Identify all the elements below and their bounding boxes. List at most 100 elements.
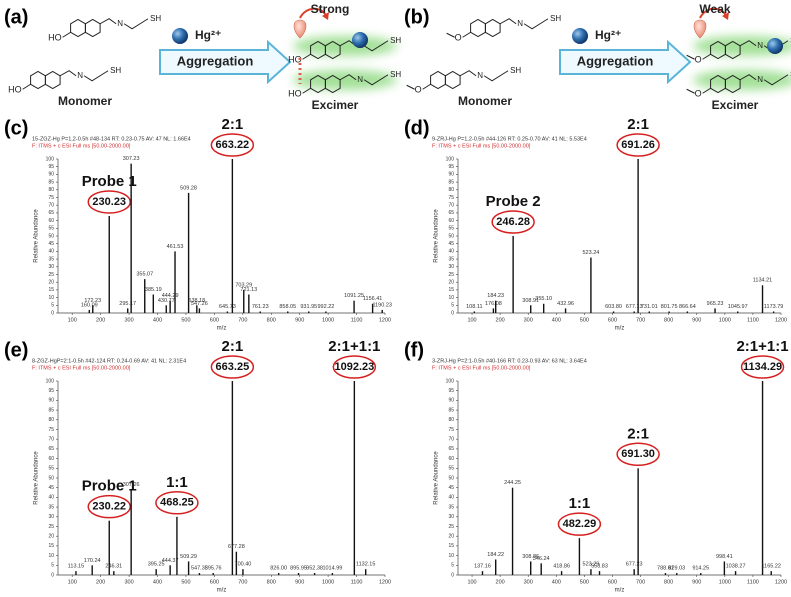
ring xyxy=(84,18,101,38)
y-tick-label: 0 xyxy=(51,310,54,316)
peak-annotation: 2:1 xyxy=(222,116,244,133)
monomer-label: Monomer xyxy=(58,94,112,108)
bond xyxy=(59,70,77,77)
bond xyxy=(763,74,789,86)
peak-highlight xyxy=(155,491,199,515)
bond xyxy=(62,31,71,38)
y-tick-label: 90 xyxy=(448,398,454,404)
peak-label: 1014.99 xyxy=(322,566,342,572)
y-tick-label: 100 xyxy=(46,378,55,384)
peak-highlight xyxy=(616,133,660,157)
peak-label: 184.23 xyxy=(487,293,504,299)
peak-label: 430.77 xyxy=(158,298,175,304)
peak-annotation: Probe 1 xyxy=(82,173,137,190)
y-tick-label: 95 xyxy=(448,164,454,170)
ring xyxy=(470,18,486,38)
atom-label: SH xyxy=(390,70,401,79)
y-tick-label: 55 xyxy=(448,466,454,472)
peak-label: 230.23 xyxy=(92,196,126,208)
y-tick-label: 5 xyxy=(451,303,454,309)
y-tick-label: 25 xyxy=(48,272,54,278)
y-axis-label: Relative Abundance xyxy=(34,451,40,505)
bond xyxy=(363,74,389,86)
peak-label: 677.13 xyxy=(626,304,643,310)
peak-label: 355.07 xyxy=(136,272,153,278)
y-tick-label: 75 xyxy=(448,427,454,433)
peak-label: 307.26 xyxy=(123,482,140,488)
peak-highlight xyxy=(616,442,660,467)
x-tick-label: 600 xyxy=(210,317,219,323)
peak-label: 829.03 xyxy=(668,566,685,572)
y-tick-label: 60 xyxy=(448,218,454,224)
peak-label: 645.73 xyxy=(219,304,236,310)
y-tick-label: 40 xyxy=(48,249,54,255)
reaction-scheme: (a) HO N SH HO N SH Monomer Hg²⁺ Aggregation HO N SH… xyxy=(4,2,401,112)
peak-label: 432.96 xyxy=(557,301,574,307)
y-tick-label: 0 xyxy=(51,572,54,578)
y-tick-label: 30 xyxy=(48,514,54,520)
y-tick-label: 75 xyxy=(48,195,54,201)
x-tick-label: 900 xyxy=(692,579,701,585)
x-tick-label: 100 xyxy=(467,317,476,323)
peak-label: 1092.23 xyxy=(334,361,374,373)
peak-label: 1134.21 xyxy=(753,278,772,284)
peak-label: 308.86 xyxy=(522,554,539,560)
panel-label: (a) xyxy=(4,6,28,28)
peak-label: 1165.22 xyxy=(761,564,780,570)
y-tick-label: 45 xyxy=(448,241,454,247)
peak-label: 172.23 xyxy=(84,298,101,304)
peak-annotation: 2:1 xyxy=(222,338,244,355)
peak-label: 603.80 xyxy=(605,304,622,310)
arrow-head xyxy=(722,12,729,20)
x-axis-label: m/z xyxy=(615,326,625,332)
bond xyxy=(459,70,477,77)
peak-label: 385.19 xyxy=(145,287,162,293)
atom-label: N xyxy=(77,71,83,80)
y-axis-label: Relative Abundance xyxy=(34,209,40,263)
peak-label: 308.91 xyxy=(522,298,539,304)
y-tick-label: 0 xyxy=(451,572,454,578)
peak-label: 1190.23 xyxy=(372,302,391,308)
peak-label: 509.29 xyxy=(180,554,197,560)
peak-label: 1173.79 xyxy=(764,304,783,310)
peak-label: 895.95 xyxy=(290,566,307,572)
atom-label: O xyxy=(455,33,462,43)
atom-label: O xyxy=(415,85,422,95)
x-tick-label: 300 xyxy=(524,579,533,585)
peak-label: 170.24 xyxy=(84,558,101,564)
peak-label: 691.26 xyxy=(621,139,655,151)
peak-annotation: 1:1 xyxy=(569,495,591,512)
y-tick-label: 20 xyxy=(448,534,454,540)
x-tick-label: 700 xyxy=(636,317,645,323)
y-tick-label: 95 xyxy=(48,164,54,170)
peak-label: 931.95 xyxy=(300,304,317,310)
excimer-label: Excimer xyxy=(712,98,759,112)
peak-label: 523.24 xyxy=(583,250,600,256)
peak-label: 691.30 xyxy=(621,448,655,460)
ring xyxy=(324,74,341,94)
x-tick-label: 400 xyxy=(552,579,561,585)
peak-label: 346.24 xyxy=(533,556,550,562)
x-tick-label: 300 xyxy=(524,317,533,323)
spectrum-header: 15-ZGZ-Hg P=1,2-0.5h #48-134 RT: 0.23-0.… xyxy=(32,136,191,142)
x-tick-label: 800 xyxy=(664,317,673,323)
atom-label: HO xyxy=(8,85,22,95)
mercury-ion xyxy=(767,38,783,54)
x-tick-label: 700 xyxy=(636,579,645,585)
ring xyxy=(70,18,86,38)
y-tick-label: 70 xyxy=(48,203,54,209)
x-tick-label: 1200 xyxy=(775,579,787,585)
reaction-arrow xyxy=(559,39,692,85)
peak-label: 1045.97 xyxy=(728,304,748,310)
peak-label: 295.17 xyxy=(119,301,136,307)
peak-label: 677.28 xyxy=(228,544,245,550)
panel-label: (b) xyxy=(404,6,430,28)
y-tick-label: 30 xyxy=(448,264,454,270)
peak-label: 523.29 xyxy=(583,562,600,568)
peak-label: 801.75 xyxy=(661,304,678,310)
peak-annotation: Probe 1 xyxy=(82,478,137,495)
spectrum-header: F: ITMS + c ESI Full ms [50.00-2000.00] xyxy=(32,143,131,149)
y-tick-label: 45 xyxy=(448,485,454,491)
bond xyxy=(702,87,711,94)
atom-label: HO xyxy=(48,33,62,43)
